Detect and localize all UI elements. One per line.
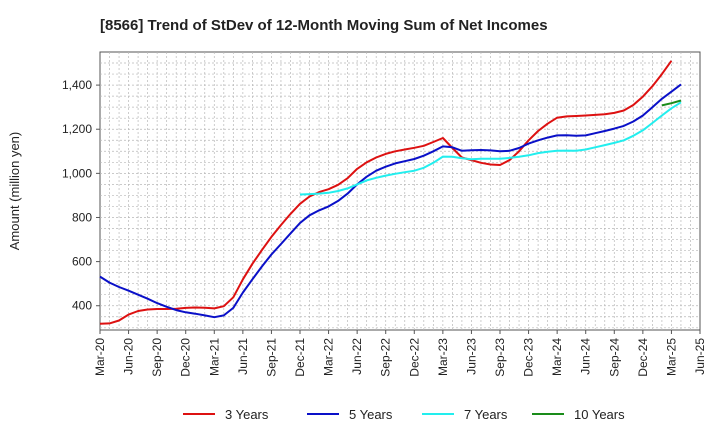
x-tick-label: Dec-21 bbox=[293, 338, 307, 377]
legend: 3 Years 5 Years 7 Years 10 Years bbox=[183, 407, 625, 422]
y-tick-label: 1,000 bbox=[62, 166, 92, 180]
x-tick-label: Jun-21 bbox=[236, 338, 250, 375]
legend-label: 5 Years bbox=[349, 407, 393, 422]
x-tick-label: Sep-24 bbox=[607, 338, 621, 377]
plot-area bbox=[99, 51, 701, 331]
y-axis-ticks: 400 600 800 1,000 1,200 1,400 bbox=[62, 78, 100, 313]
x-tick-label: Sep-21 bbox=[264, 338, 278, 377]
y-tick-label: 600 bbox=[72, 255, 92, 269]
x-tick-label: Jun-24 bbox=[579, 338, 593, 375]
y-axis-label: Amount (million yen) bbox=[7, 132, 22, 251]
x-tick-label: Dec-22 bbox=[407, 338, 421, 377]
x-tick-label: Sep-23 bbox=[493, 338, 507, 377]
x-tick-label: Mar-22 bbox=[322, 338, 336, 376]
series-line-7-years bbox=[299, 101, 682, 196]
y-tick-label: 1,400 bbox=[62, 78, 92, 92]
x-tick-label: Sep-20 bbox=[150, 338, 164, 377]
series-line-5-years bbox=[99, 83, 682, 319]
x-tick-label: Jun-22 bbox=[350, 338, 364, 375]
x-tick-label: Mar-20 bbox=[93, 338, 107, 376]
x-tick-label: Dec-24 bbox=[636, 338, 650, 377]
y-tick-label: 400 bbox=[72, 299, 92, 313]
x-tick-label: Jun-23 bbox=[464, 338, 478, 375]
x-tick-label: Mar-25 bbox=[664, 338, 678, 376]
x-axis-ticks: Mar-20 Jun-20 Sep-20 Dec-20 Mar-21 Jun-21 Sep-… bbox=[93, 330, 707, 377]
legend-label: 3 Years bbox=[225, 407, 269, 422]
x-tick-label: Dec-23 bbox=[522, 338, 536, 377]
x-tick-label: Dec-20 bbox=[179, 338, 193, 377]
x-tick-label: Mar-21 bbox=[207, 338, 221, 376]
series-lines bbox=[99, 60, 682, 325]
x-tick-label: Mar-23 bbox=[436, 338, 450, 376]
x-tick-label: Jun-25 bbox=[693, 338, 707, 375]
x-tick-label: Mar-24 bbox=[550, 338, 564, 376]
x-tick-label: Sep-22 bbox=[379, 338, 393, 377]
grid-lines bbox=[100, 52, 700, 330]
x-tick-label: Jun-20 bbox=[122, 338, 136, 375]
legend-label: 7 Years bbox=[464, 407, 508, 422]
series-line-3-years bbox=[99, 60, 673, 325]
chart-title: [8566] Trend of StDev of 12-Month Moving… bbox=[100, 17, 548, 34]
y-tick-label: 800 bbox=[72, 210, 92, 224]
series-line-10-years bbox=[661, 99, 682, 107]
y-tick-label: 1,200 bbox=[62, 122, 92, 136]
legend-label: 10 Years bbox=[574, 407, 625, 422]
